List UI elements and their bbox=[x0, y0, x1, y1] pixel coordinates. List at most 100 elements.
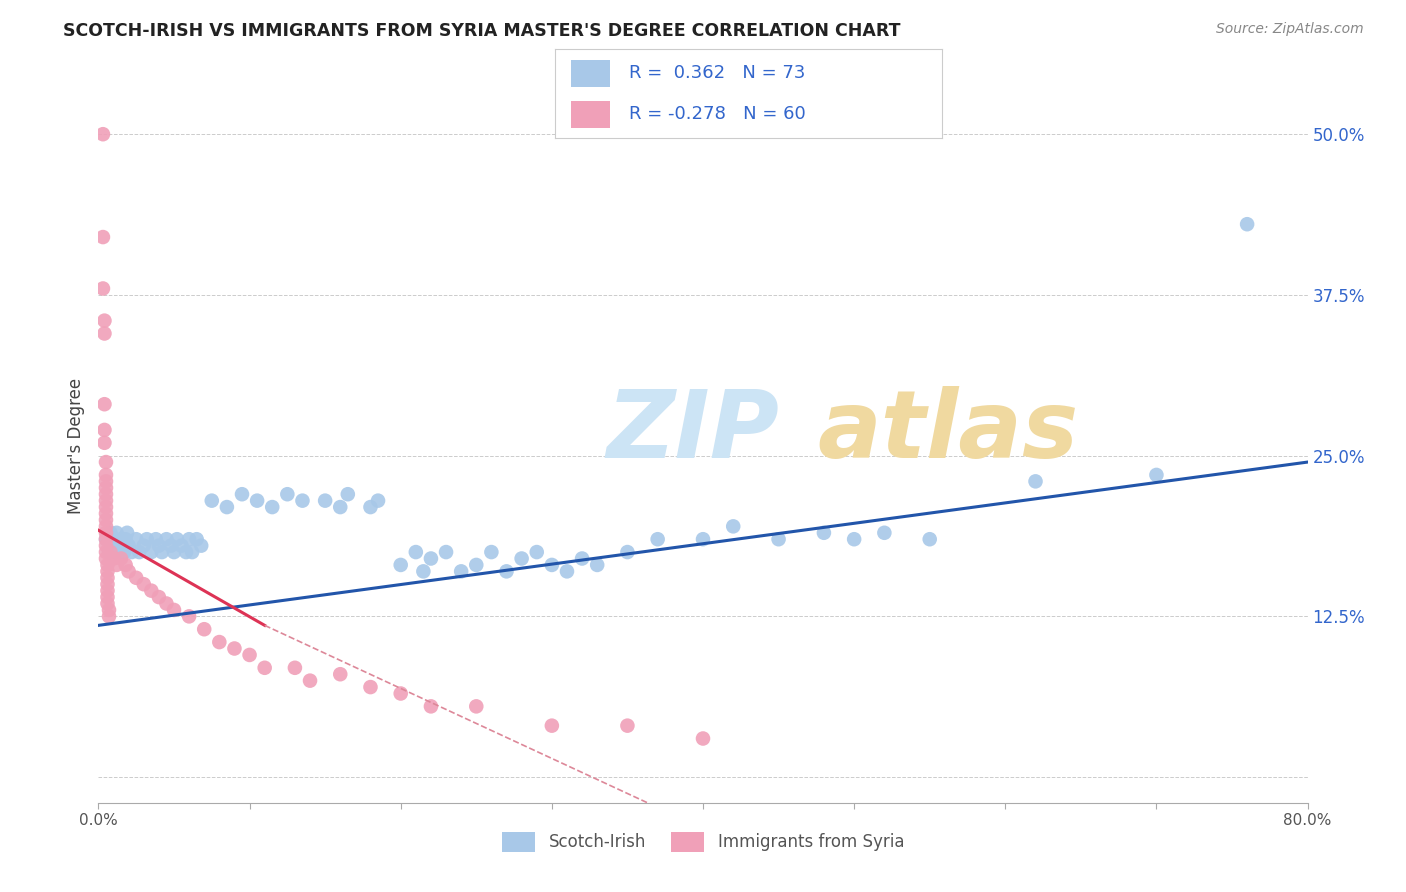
Point bbox=[495, 565, 517, 579]
Point bbox=[155, 533, 177, 547]
Text: atlas: atlas bbox=[818, 385, 1080, 478]
Point bbox=[96, 590, 118, 604]
Point bbox=[239, 648, 262, 662]
Point bbox=[616, 719, 638, 733]
Point bbox=[465, 558, 488, 572]
Point bbox=[179, 533, 201, 547]
Point bbox=[329, 667, 352, 681]
Point bbox=[132, 539, 155, 553]
Point bbox=[360, 500, 382, 514]
Point bbox=[314, 493, 336, 508]
Point bbox=[692, 533, 714, 547]
Point bbox=[118, 565, 141, 579]
Point bbox=[193, 622, 215, 636]
Point bbox=[94, 513, 117, 527]
Point bbox=[114, 558, 136, 572]
Point bbox=[367, 493, 389, 508]
Point bbox=[336, 487, 359, 501]
Point bbox=[540, 719, 562, 733]
Point bbox=[108, 545, 131, 559]
Point bbox=[105, 525, 128, 540]
Point bbox=[101, 539, 124, 553]
Text: R = -0.278   N = 60: R = -0.278 N = 60 bbox=[628, 105, 806, 123]
Point bbox=[103, 551, 125, 566]
Point bbox=[571, 551, 593, 566]
Point bbox=[215, 500, 238, 514]
Point bbox=[481, 545, 503, 559]
Point bbox=[94, 539, 117, 553]
Point bbox=[93, 435, 115, 450]
Point bbox=[96, 583, 118, 598]
Point bbox=[100, 545, 122, 559]
Point bbox=[284, 661, 307, 675]
Point bbox=[98, 603, 121, 617]
Point bbox=[166, 533, 188, 547]
Point bbox=[94, 507, 117, 521]
Point bbox=[1024, 475, 1046, 489]
Point bbox=[94, 551, 117, 566]
Point bbox=[186, 533, 208, 547]
Text: Source: ZipAtlas.com: Source: ZipAtlas.com bbox=[1216, 22, 1364, 37]
Point bbox=[179, 609, 201, 624]
Legend: Scotch-Irish, Immigrants from Syria: Scotch-Irish, Immigrants from Syria bbox=[495, 825, 911, 859]
Point bbox=[1144, 467, 1167, 482]
Point bbox=[91, 230, 114, 244]
Point bbox=[389, 558, 412, 572]
Point bbox=[141, 583, 163, 598]
Point bbox=[420, 699, 443, 714]
Point bbox=[1236, 217, 1258, 231]
Point bbox=[103, 533, 125, 547]
Point bbox=[93, 326, 115, 341]
Point bbox=[105, 558, 128, 572]
Point bbox=[96, 597, 118, 611]
Point bbox=[104, 545, 127, 559]
Point bbox=[96, 577, 118, 591]
Point bbox=[246, 493, 269, 508]
Point bbox=[873, 525, 896, 540]
Point bbox=[111, 539, 134, 553]
Point bbox=[94, 475, 117, 489]
Point bbox=[768, 533, 790, 547]
Point bbox=[190, 539, 212, 553]
Point bbox=[170, 539, 193, 553]
Point bbox=[555, 565, 578, 579]
Point bbox=[813, 525, 835, 540]
Point bbox=[98, 545, 121, 559]
Point bbox=[201, 493, 224, 508]
Point bbox=[181, 545, 204, 559]
Point bbox=[253, 661, 276, 675]
Point bbox=[100, 525, 122, 540]
Point bbox=[526, 545, 548, 559]
Point bbox=[125, 571, 148, 585]
Point bbox=[91, 127, 114, 141]
Point bbox=[94, 545, 117, 559]
Point bbox=[405, 545, 427, 559]
Point bbox=[94, 533, 117, 547]
Point bbox=[132, 577, 155, 591]
Point bbox=[510, 551, 533, 566]
Point bbox=[115, 525, 138, 540]
Point bbox=[93, 313, 115, 327]
Point bbox=[208, 635, 231, 649]
Point bbox=[174, 545, 197, 559]
Point bbox=[389, 686, 412, 700]
Point bbox=[112, 545, 135, 559]
Point bbox=[94, 481, 117, 495]
Point bbox=[844, 533, 866, 547]
Point bbox=[450, 565, 472, 579]
Point bbox=[412, 565, 434, 579]
Point bbox=[94, 500, 117, 514]
Point bbox=[723, 519, 745, 533]
Point bbox=[98, 609, 121, 624]
Point bbox=[107, 539, 129, 553]
Point bbox=[94, 487, 117, 501]
Point bbox=[291, 493, 314, 508]
Point bbox=[586, 558, 609, 572]
Text: ZIP: ZIP bbox=[606, 385, 779, 478]
Point bbox=[110, 533, 132, 547]
Point bbox=[94, 493, 117, 508]
Point bbox=[94, 519, 117, 533]
FancyBboxPatch shape bbox=[571, 101, 610, 128]
Point bbox=[96, 558, 118, 572]
Point bbox=[616, 545, 638, 559]
